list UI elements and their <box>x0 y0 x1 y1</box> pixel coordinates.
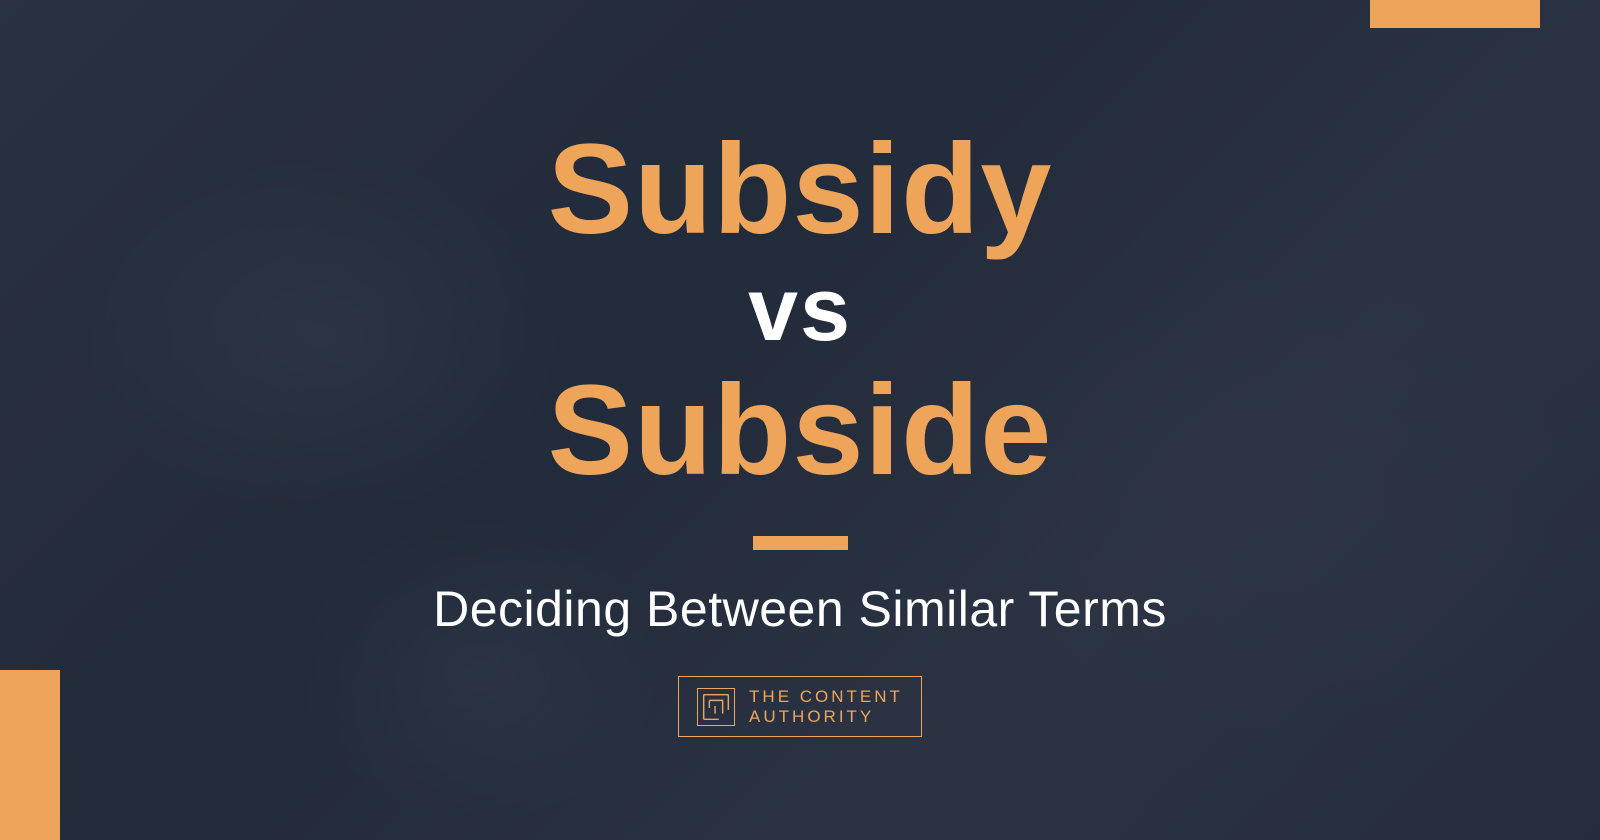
title-vs: vs <box>548 263 1053 358</box>
maze-icon-svg <box>698 689 734 725</box>
brand-line-2: AUTHORITY <box>749 707 903 727</box>
brand-name: THE CONTENT AUTHORITY <box>749 687 903 726</box>
maze-icon <box>697 688 735 726</box>
accent-divider <box>753 536 848 550</box>
brand-line-1: THE CONTENT <box>749 687 903 707</box>
hero-content: Subsidy vs Subside Deciding Between Simi… <box>0 0 1600 840</box>
subtitle: Deciding Between Similar Terms <box>433 580 1167 638</box>
title-word-1: Subsidy <box>548 123 1053 257</box>
title-word-2: Subside <box>548 364 1053 498</box>
brand-logo: THE CONTENT AUTHORITY <box>678 676 922 737</box>
title-block: Subsidy vs Subside <box>548 123 1053 498</box>
